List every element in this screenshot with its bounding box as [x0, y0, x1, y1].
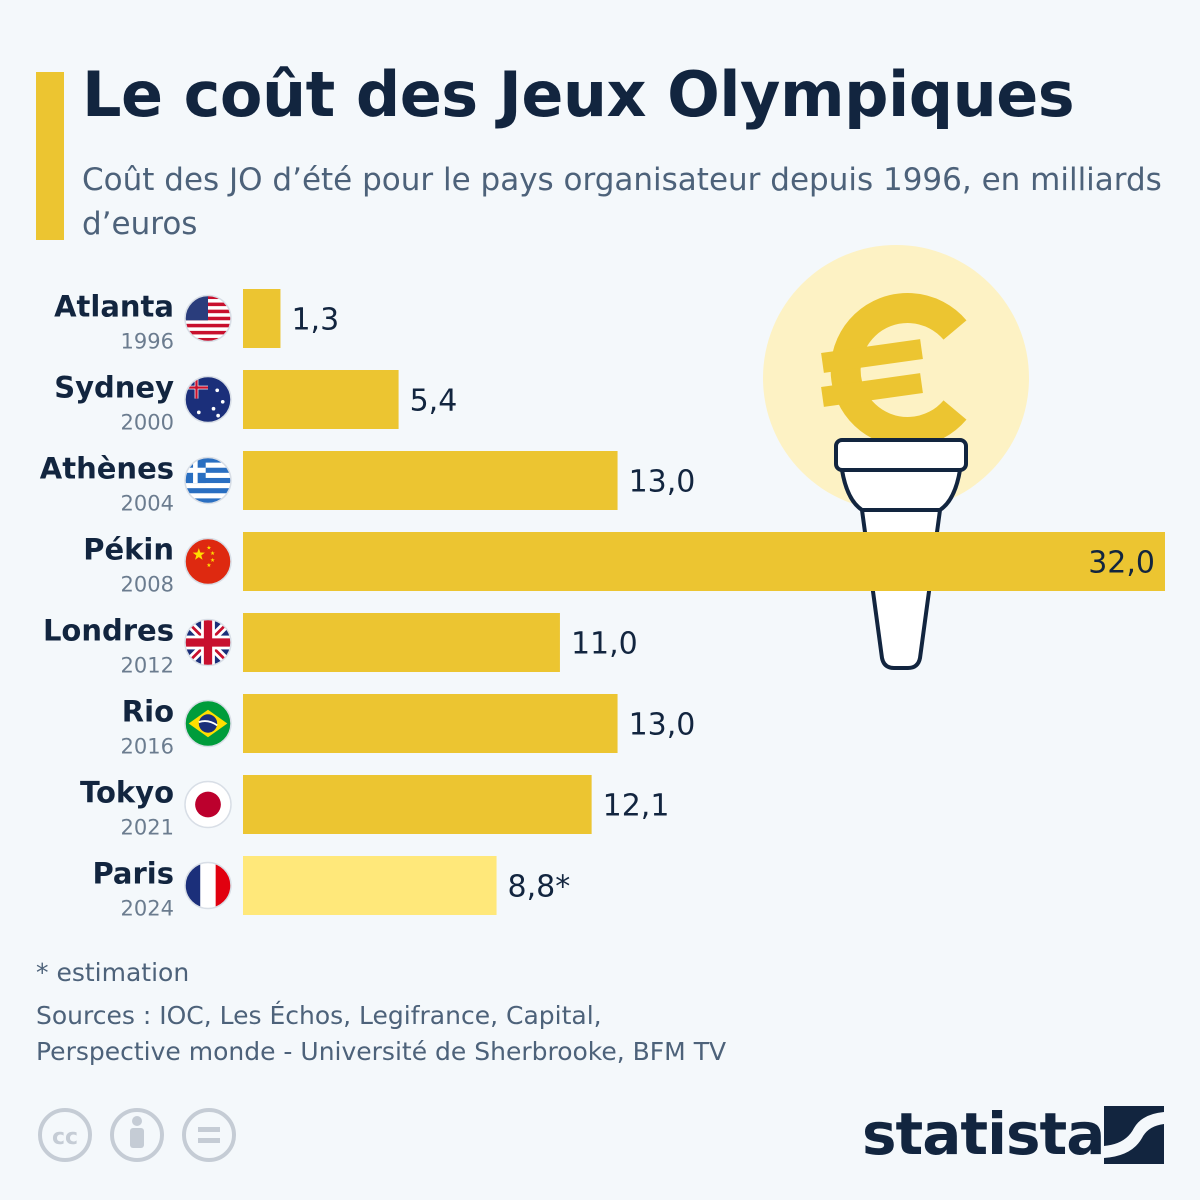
- footnote: * estimation: [36, 958, 190, 987]
- category-city-label: Paris: [92, 857, 174, 891]
- data-label: 11,0: [571, 627, 638, 662]
- sources-line-2: Perspective monde - Université de Sherbr…: [36, 1037, 727, 1066]
- category-year-label: 2004: [121, 492, 174, 516]
- bar-pékin: [243, 532, 1165, 591]
- data-label: 13,0: [629, 708, 696, 743]
- bar-rio: [243, 694, 618, 753]
- bar-atlanta: [243, 289, 281, 348]
- data-label: 8,8*: [508, 870, 571, 905]
- category-year-label: 2012: [121, 654, 174, 678]
- category-year-label: 2024: [121, 897, 174, 921]
- attribution-icon[interactable]: [110, 1108, 164, 1162]
- data-label: 5,4: [410, 384, 458, 419]
- australia-flag-icon: [184, 375, 232, 424]
- greece-flag-icon: [184, 456, 232, 505]
- category-city-label: Athènes: [40, 452, 174, 486]
- bar-chart: Atlanta 1996 1,3 Sydney 2000 5,4 Athènes 2004 13…: [40, 245, 1165, 921]
- statista-logo-icon: [1104, 1106, 1164, 1164]
- cc-icon[interactable]: cc: [38, 1108, 92, 1162]
- category-city-label: Londres: [43, 614, 174, 648]
- bar-tokyo: [243, 775, 592, 834]
- france-flag-icon: [184, 861, 232, 910]
- category-year-label: 2008: [121, 573, 174, 597]
- page-title: Le coût des Jeux Olympiques: [82, 58, 1075, 131]
- category-city-label: Rio: [122, 695, 174, 729]
- svg-text:cc: cc: [52, 1125, 78, 1150]
- usa-flag-icon: [184, 294, 232, 343]
- japan-flag-icon: [184, 780, 232, 829]
- category-year-label: 2021: [121, 816, 174, 840]
- brazil-flag-icon: [184, 699, 232, 748]
- category-year-label: 1996: [121, 330, 174, 354]
- sources: Sources : IOC, Les Échos, Legifrance, Ca…: [36, 998, 936, 1070]
- no-derivatives-icon[interactable]: [182, 1108, 236, 1162]
- data-label: 1,3: [291, 303, 339, 338]
- category-city-label: Atlanta: [54, 290, 174, 324]
- data-label: 12,1: [603, 789, 670, 824]
- sources-line-1: Sources : IOC, Les Échos, Legifrance, Ca…: [36, 1001, 602, 1030]
- category-year-label: 2000: [121, 411, 174, 435]
- category-city-label: Sydney: [54, 371, 174, 405]
- category-year-label: 2016: [121, 735, 174, 759]
- bar-sydney: [243, 370, 399, 429]
- china-flag-icon: [184, 537, 232, 586]
- category-city-label: Tokyo: [80, 776, 174, 810]
- bar-athènes: [243, 451, 618, 510]
- bar-paris: [243, 856, 497, 915]
- data-label: 13,0: [629, 465, 696, 500]
- uk-flag-icon: [184, 618, 232, 667]
- accent-bar: [36, 72, 64, 240]
- data-label: 32,0: [1088, 546, 1155, 581]
- euro-torch-icon: [763, 245, 1029, 670]
- page-subtitle: Coût des JO d’été pour le pays organisat…: [82, 162, 1162, 242]
- category-city-label: Pékin: [83, 533, 174, 567]
- statista-logo[interactable]: statista: [862, 1100, 1105, 1168]
- bar-londres: [243, 613, 560, 672]
- license-icons: cc: [38, 1108, 236, 1162]
